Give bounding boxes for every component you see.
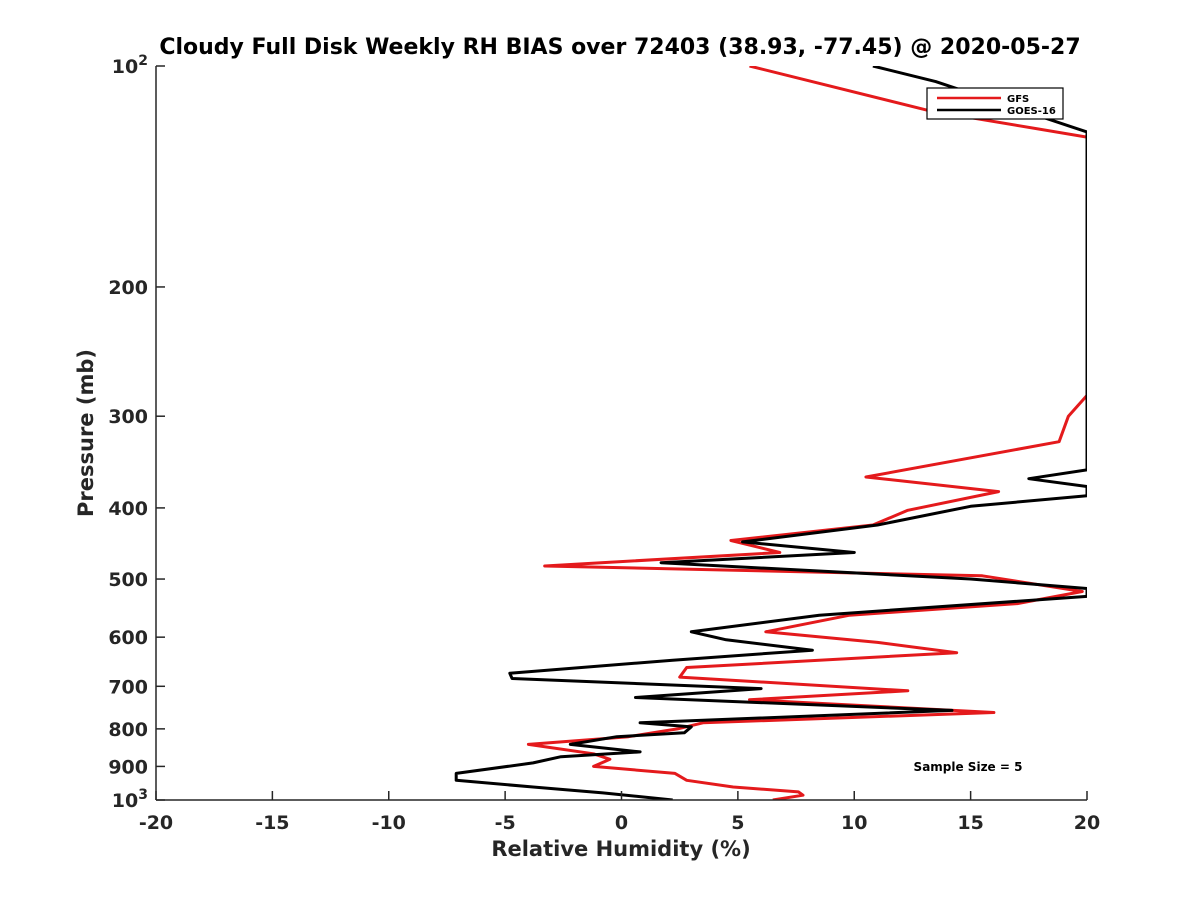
y-tick-label: 102: [112, 53, 148, 78]
x-tick-label: -10: [372, 812, 406, 834]
x-axis-ticks: -20 -15 -10 -5 0 5 10 15 20: [139, 791, 1100, 834]
series-line-goes-16: [454, 66, 1087, 800]
legend-box: [926, 87, 1064, 120]
y-tick-label: 900: [108, 756, 148, 778]
x-tick-label: 0: [615, 812, 628, 834]
y-tick-label: 300: [108, 406, 148, 428]
y-tick-label: 500: [108, 569, 148, 591]
y-tick-label: 600: [108, 627, 148, 649]
x-tick-label: 5: [731, 812, 744, 834]
x-tick-label: 10: [841, 812, 867, 834]
y-axis-ticks: 102 200 300 400 500 600 700 800 900 103: [108, 53, 165, 812]
plot-lines: [454, 66, 1087, 800]
x-tick-label: -15: [255, 812, 289, 834]
y-tick-label: 800: [108, 719, 148, 741]
x-axis-label: Relative Humidity (%): [491, 837, 750, 861]
x-tick-label: -20: [139, 812, 173, 834]
x-tick-label: 15: [957, 812, 983, 834]
chart-title: Cloudy Full Disk Weekly RH BIAS over 724…: [159, 35, 1080, 60]
legend-label-goes-16: GOES-16: [1007, 106, 1056, 117]
y-tick-label: 200: [108, 277, 148, 299]
x-tick-label: 20: [1074, 812, 1100, 834]
y-tick-label: 103: [112, 787, 148, 812]
legend-label-gfs: GFS: [1007, 94, 1029, 105]
x-tick-label: -5: [495, 812, 516, 834]
y-tick-label: 700: [108, 676, 148, 698]
y-tick-label: 400: [108, 498, 148, 520]
axes: [155, 66, 1087, 801]
series-line-gfs: [526, 66, 1087, 800]
sample-size-annotation: Sample Size = 5: [914, 760, 1023, 774]
y-axis-label: Pressure (mb): [74, 349, 98, 517]
